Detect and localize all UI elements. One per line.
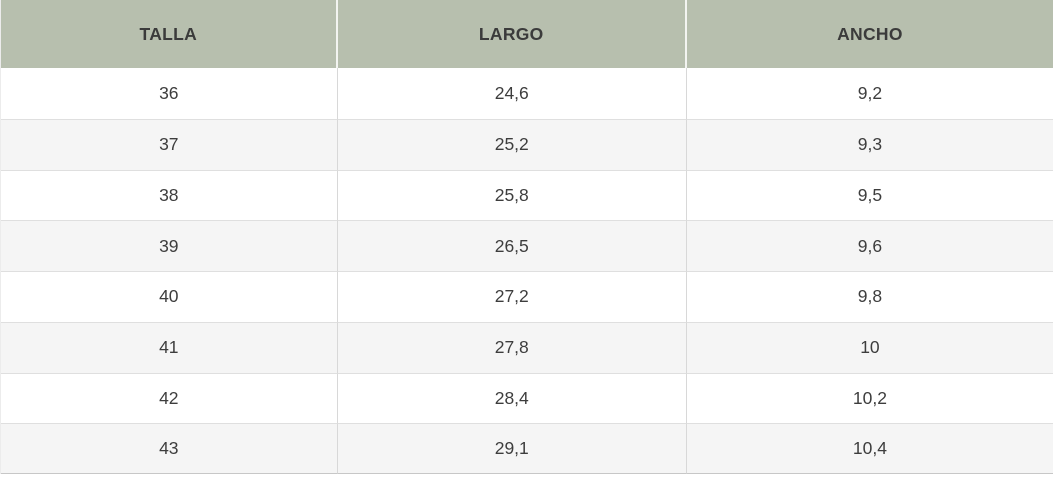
- cell-talla: 40: [1, 271, 338, 322]
- table-row: 40 27,2 9,8: [1, 271, 1053, 322]
- column-header-ancho: ANCHO: [686, 0, 1053, 68]
- cell-ancho: 10: [686, 321, 1053, 373]
- cell-talla: 37: [1, 118, 338, 170]
- cell-ancho: 10,4: [686, 423, 1053, 474]
- cell-ancho: 9,3: [686, 118, 1053, 170]
- table-row: 43 29,1 10,4: [1, 423, 1053, 474]
- cell-talla: 43: [1, 423, 338, 474]
- table-row: 38 25,8 9,5: [1, 169, 1053, 221]
- table-row: 39 26,5 9,6: [1, 220, 1053, 271]
- cell-largo: 28,4: [337, 372, 687, 424]
- cell-ancho: 10,2: [686, 372, 1053, 424]
- table-row: 42 28,4 10,2: [1, 372, 1053, 424]
- column-header-largo: LARGO: [337, 0, 687, 68]
- table-body: 36 24,6 9,2 37 25,2 9,3 38 25,8 9,5 39 2…: [1, 68, 1053, 474]
- column-header-talla: TALLA: [1, 0, 338, 68]
- header-row: TALLA LARGO ANCHO: [1, 0, 1053, 68]
- table-row: 41 27,8 10: [1, 321, 1053, 373]
- cell-largo: 25,8: [337, 169, 687, 221]
- cell-largo: 29,1: [337, 423, 687, 474]
- cell-talla: 39: [1, 220, 338, 271]
- cell-largo: 25,2: [337, 118, 687, 170]
- table-row: 36 24,6 9,2: [1, 68, 1053, 119]
- cell-ancho: 9,5: [686, 169, 1053, 221]
- cell-talla: 38: [1, 169, 338, 221]
- table-header: TALLA LARGO ANCHO: [1, 0, 1053, 68]
- cell-talla: 36: [1, 68, 338, 119]
- cell-talla: 42: [1, 372, 338, 424]
- cell-largo: 27,8: [337, 321, 687, 373]
- cell-largo: 26,5: [337, 220, 687, 271]
- cell-largo: 24,6: [337, 68, 687, 119]
- cell-largo: 27,2: [337, 271, 687, 322]
- cell-talla: 41: [1, 321, 338, 373]
- cell-ancho: 9,8: [686, 271, 1053, 322]
- cell-ancho: 9,2: [686, 68, 1053, 119]
- table-row: 37 25,2 9,3: [1, 118, 1053, 170]
- cell-ancho: 9,6: [686, 220, 1053, 271]
